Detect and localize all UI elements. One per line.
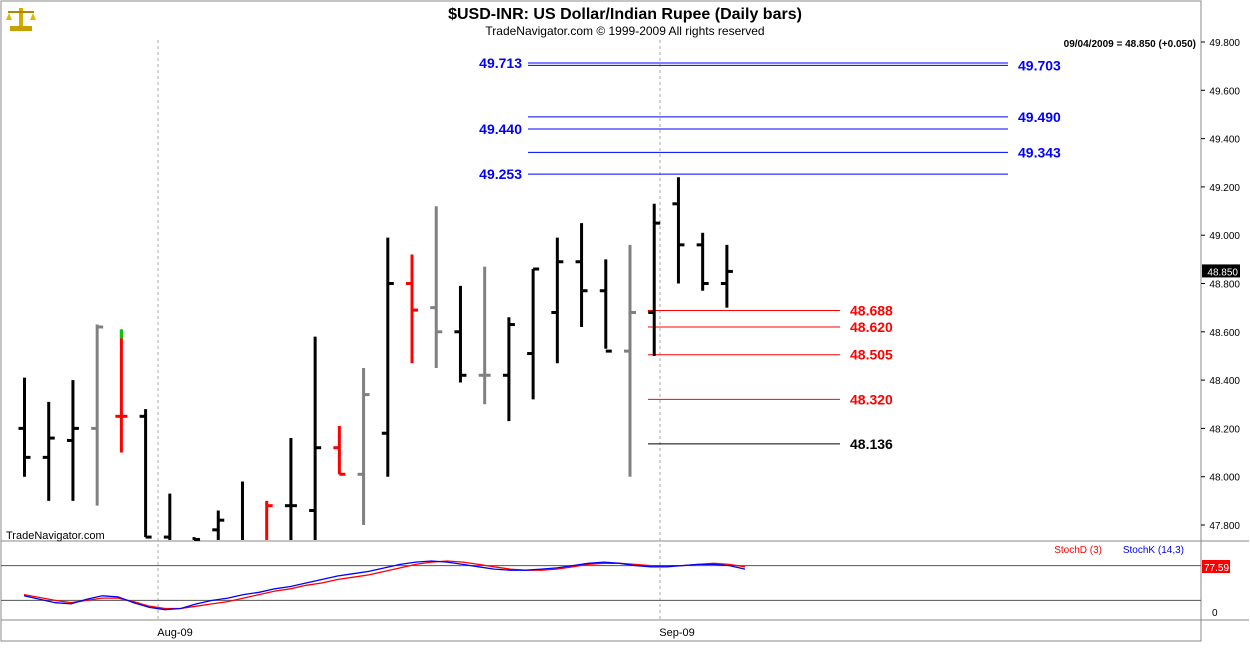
price-tick-label: 49.200: [1209, 183, 1240, 194]
legend-stochk: StochK (14,3): [1123, 545, 1184, 556]
ohlc-bar: [454, 285, 467, 383]
chart-frame: [0, 0, 1202, 642]
ohlc-bar: [672, 177, 685, 284]
ohlc-bar: [575, 223, 588, 327]
lower-level-label: 48.136: [850, 436, 893, 452]
price-tick-label: 48.000: [1209, 473, 1240, 484]
upper-level-label: 49.713: [479, 55, 522, 71]
ohlc-bar: [648, 203, 661, 356]
ohlc-bar: [551, 237, 564, 364]
ohlc-bar: [478, 266, 491, 405]
ohlc-bar: [333, 425, 346, 476]
x-label-aug: Aug-09: [157, 627, 192, 639]
ohlc-bar: [18, 377, 31, 477]
price-tick-label: 48.200: [1209, 424, 1240, 435]
ohlc-bar: [163, 493, 172, 540]
gold-scales-icon: [6, 8, 36, 31]
ohlc-bar: [357, 368, 370, 525]
ohlc-bar: [527, 267, 540, 400]
ohlc-bar: [599, 259, 612, 353]
stochastic-panel: 077.59: [1, 559, 1230, 619]
upper-level-label: 49.440: [479, 121, 522, 137]
ohlc-bar: [502, 317, 515, 422]
stoch-last-value-box: [1202, 559, 1230, 573]
price-tick-label: 49.000: [1209, 231, 1240, 242]
x-label-sep: Sep-09: [659, 627, 694, 639]
ohlc-bar: [42, 401, 55, 501]
upper-level-label: 49.490: [1018, 109, 1061, 125]
lower-level-label: 48.505: [850, 347, 893, 363]
stoch-tick-label: 0: [1212, 608, 1218, 619]
chart-title: $USD-INR: US Dollar/Indian Rupee (Daily …: [448, 6, 802, 23]
price-tick-label: 49.800: [1209, 38, 1240, 49]
last-price-box: [1202, 264, 1240, 278]
lower-level-label: 48.688: [850, 303, 893, 319]
ohlc-bar: [265, 500, 273, 540]
ohlc-bar: [720, 244, 733, 308]
legend-stochd: StochD (3): [1054, 545, 1102, 556]
price-tick-label: 48.400: [1209, 376, 1240, 387]
ohlc-bar: [309, 336, 322, 540]
ohlc-bar: [115, 329, 128, 453]
ohlc-bar: [212, 510, 225, 540]
fib-levels: 49.713 49.703 49.490 49.440 49.343 49.253 48.6…: [479, 55, 1061, 452]
ohlc-bar: [381, 237, 394, 477]
ohlc-bar: [624, 244, 636, 477]
last-quote-readout: 09/04/2009 = 48.850 (+0.050): [1064, 39, 1196, 50]
lower-level-label: 48.620: [850, 319, 893, 335]
upper-level-label: 49.703: [1018, 57, 1061, 73]
price-tick-label: 49.400: [1209, 135, 1240, 146]
price-tick-label: 47.800: [1209, 521, 1240, 532]
upper-level-label: 49.343: [1018, 144, 1061, 160]
stoch-last-value-label: 77.59: [1204, 563, 1229, 574]
ohlc-bar: [406, 254, 419, 364]
price-tick-label: 48.600: [1209, 328, 1240, 339]
price-tick-label: 48.800: [1209, 280, 1240, 291]
ohlc-bar: [430, 206, 443, 369]
watermark: TradeNavigator.com: [6, 530, 105, 542]
ohlc-bar: [696, 232, 709, 291]
ohlc-bar: [192, 537, 201, 541]
price-grid: 49.800 49.600 49.400 49.200 49.000 48.800 48.6…: [1201, 38, 1240, 532]
ohlc-bar: [91, 324, 104, 506]
lower-level-label: 48.320: [850, 391, 893, 407]
upper-level-label: 49.253: [479, 166, 522, 182]
ohlc-bar: [139, 409, 152, 539]
price-tick-label: 49.600: [1209, 86, 1240, 97]
ohlc-bar: [66, 380, 79, 501]
stoch-series-line: [23, 560, 746, 611]
ohlc-bar: [284, 438, 297, 540]
chart-subtitle: TradeNavigator.com © 1999-2009 All right…: [485, 24, 764, 38]
price-bars: [18, 177, 733, 541]
last-price-label: 48.850: [1207, 267, 1238, 278]
